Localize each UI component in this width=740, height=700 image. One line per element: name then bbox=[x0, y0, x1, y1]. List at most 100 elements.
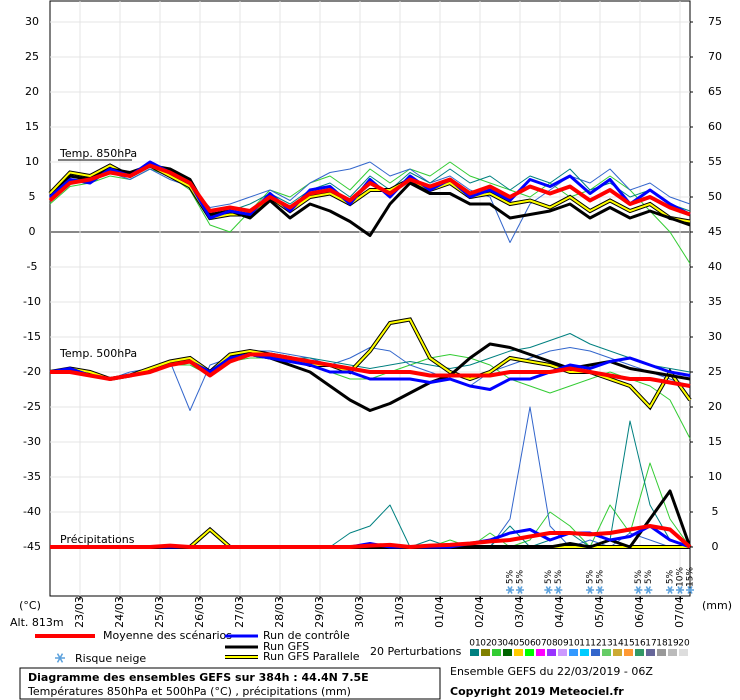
member-label: 04 bbox=[502, 639, 514, 649]
member-label: 07 bbox=[535, 639, 546, 649]
member-swatch bbox=[635, 649, 644, 656]
snowflake-icon bbox=[516, 586, 524, 594]
legend-label: Run de contrôle bbox=[263, 629, 350, 642]
snowflake-stroke bbox=[545, 586, 551, 594]
line bbox=[50, 352, 691, 388]
member-swatch bbox=[602, 649, 611, 656]
member-swatch bbox=[569, 649, 578, 656]
member-swatch bbox=[624, 649, 633, 656]
snow-risk-label: Risque neige bbox=[75, 652, 146, 665]
member-label: 09 bbox=[557, 639, 569, 649]
section-label: Temp. 850hPa bbox=[59, 147, 137, 160]
y-tick-label: -10 bbox=[23, 295, 41, 308]
snowflake-stroke bbox=[587, 586, 593, 594]
x-tick-label: 06/04 bbox=[633, 596, 646, 628]
member-label: 02 bbox=[480, 639, 491, 649]
member-swatch bbox=[492, 649, 501, 656]
legend-label: Run GFS bbox=[263, 640, 309, 653]
y2-tick-label: 20 bbox=[708, 400, 722, 413]
member-label: 17 bbox=[645, 639, 656, 649]
member-label: 11 bbox=[579, 639, 590, 649]
info-box bbox=[19, 667, 441, 700]
x-tick-label: 04/04 bbox=[553, 596, 566, 628]
snowflake-icon bbox=[586, 586, 594, 594]
y2-tick-label: 75 bbox=[708, 15, 722, 28]
member-swatch bbox=[558, 649, 567, 656]
member-label: 08 bbox=[546, 639, 558, 649]
y2-tick-label: 65 bbox=[708, 85, 722, 98]
member-swatch bbox=[547, 649, 556, 656]
y2-tick-label: 55 bbox=[708, 155, 722, 168]
member-swatch bbox=[514, 649, 523, 656]
member-label: 03 bbox=[491, 639, 502, 649]
member-swatch bbox=[668, 649, 677, 656]
snowflake-stroke bbox=[645, 586, 651, 594]
chart-title: Diagramme des ensembles GEFS sur 384h : … bbox=[28, 671, 369, 684]
y-tick-label: 10 bbox=[25, 155, 39, 168]
snowflake-stroke bbox=[667, 586, 673, 594]
snowflake-icon bbox=[644, 586, 653, 594]
chart-subtitle: Températures 850hPa et 500hPa (°C) , pré… bbox=[27, 685, 351, 698]
x-tick-label: 24/03 bbox=[113, 596, 126, 628]
snowflake-stroke bbox=[507, 586, 513, 594]
x-tick-label: 26/03 bbox=[193, 596, 206, 628]
snow-risk-label: 15% bbox=[686, 567, 696, 587]
member-label: 20 bbox=[678, 639, 690, 649]
member-label: 10 bbox=[568, 639, 580, 649]
member-label: 12 bbox=[590, 639, 601, 649]
snowflake-icon bbox=[554, 586, 563, 594]
y2-tick-label: 70 bbox=[708, 50, 722, 63]
snow-risk-label: 10% bbox=[676, 567, 686, 587]
snowflake-stroke bbox=[597, 586, 603, 594]
y-tick-label: -40 bbox=[23, 505, 41, 518]
snowflake-icon bbox=[506, 586, 514, 594]
y-tick-label: -5 bbox=[27, 260, 38, 273]
snowflake-stroke bbox=[687, 586, 693, 594]
snowflake-stroke bbox=[635, 586, 641, 594]
y2-tick-label: 60 bbox=[708, 120, 722, 133]
y-tick-label: 0 bbox=[29, 225, 36, 238]
snow-risk-label: 5% bbox=[506, 569, 516, 584]
y-tick-label: -25 bbox=[23, 400, 41, 413]
member-swatch bbox=[536, 649, 545, 656]
member-swatch bbox=[470, 649, 479, 656]
legend-label: Moyenne des scénarios bbox=[103, 629, 232, 642]
snowflake-stroke bbox=[555, 586, 561, 594]
y2-tick-label: 45 bbox=[708, 225, 722, 238]
x-tick-label: 23/03 bbox=[73, 596, 86, 628]
x-tick-label: 02/04 bbox=[473, 596, 486, 628]
y-tick-label: 20 bbox=[25, 85, 39, 98]
member-swatch bbox=[503, 649, 512, 656]
snowflake-stroke bbox=[56, 653, 64, 663]
member-swatch bbox=[646, 649, 655, 656]
snowflake-icon bbox=[634, 586, 643, 594]
altitude: Alt. 813m bbox=[10, 616, 64, 629]
legend-label: Run GFS Parallele bbox=[263, 650, 360, 663]
y-tick-label: 30 bbox=[25, 15, 39, 28]
section-label: Précipitations bbox=[60, 533, 135, 546]
snow-risk-label: 5% bbox=[634, 569, 644, 584]
run-info: Ensemble GEFS du 22/03/2019 - 06Z bbox=[450, 665, 653, 678]
member-swatch bbox=[481, 649, 490, 656]
y-tick-label: -15 bbox=[23, 330, 41, 343]
member-label: 19 bbox=[667, 639, 679, 649]
snow-risk-label: 5% bbox=[554, 569, 564, 584]
y2-tick-label: 15 bbox=[708, 435, 722, 448]
line bbox=[49, 160, 691, 220]
line bbox=[49, 161, 691, 264]
member-swatch bbox=[525, 649, 534, 656]
y-tick-label: -30 bbox=[23, 435, 41, 448]
member-swatch bbox=[591, 649, 600, 656]
snow-risk-label: 5% bbox=[666, 569, 676, 584]
member-label: 06 bbox=[524, 639, 536, 649]
x-tick-label: 01/04 bbox=[433, 596, 446, 628]
snowflake-icon bbox=[596, 586, 604, 594]
member-label: 15 bbox=[623, 639, 634, 649]
x-tick-label: 30/03 bbox=[353, 596, 366, 628]
x-tick-label: 25/03 bbox=[153, 596, 166, 628]
x-tick-label: 29/03 bbox=[313, 596, 326, 628]
y-tick-label: 5 bbox=[29, 190, 36, 203]
y-tick-label: -35 bbox=[23, 470, 41, 483]
y2-tick-label: 25 bbox=[708, 365, 722, 378]
perturbations-label: 20 Perturbations bbox=[370, 645, 462, 658]
